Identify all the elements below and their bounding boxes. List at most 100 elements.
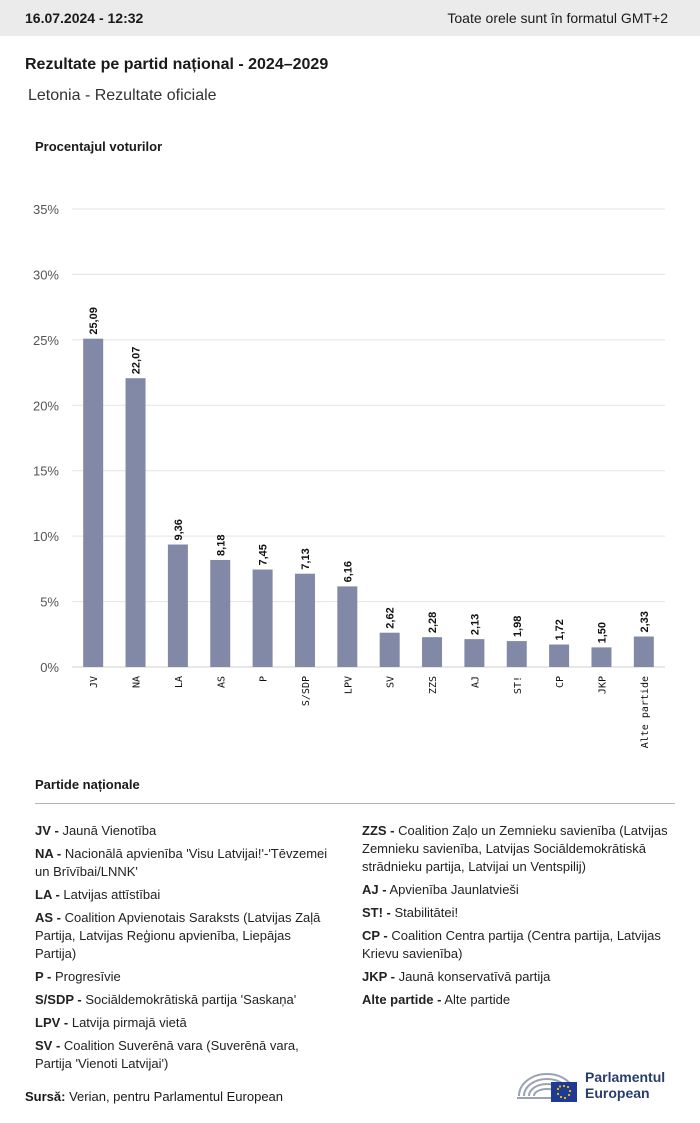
legend-abbr: JV - — [35, 823, 59, 838]
legend-item: JV - Jaunā Vienotība — [35, 822, 335, 840]
bar — [591, 647, 612, 667]
legend-name: Stabilitātei! — [390, 905, 459, 920]
legend-item: AJ - Apvienība Jaunlatvieši — [362, 881, 672, 899]
bar — [379, 632, 400, 667]
data-label: 1,98 — [512, 616, 524, 637]
legend-abbr: P - — [35, 969, 52, 984]
data-label: 7,45 — [258, 544, 270, 565]
logo-line-2: European — [585, 1085, 650, 1101]
data-label: 7,13 — [300, 548, 312, 569]
legend-title: Partide naționale — [35, 777, 140, 792]
legend-abbr: CP - — [362, 928, 388, 943]
timezone-note: Toate orele sunt în formatul GMT+2 — [447, 10, 668, 26]
data-label: 2,28 — [427, 612, 439, 633]
legend-item: LA - Latvijas attīstībai — [35, 886, 335, 904]
y-tick-label: 20% — [33, 398, 59, 413]
bar — [633, 636, 654, 667]
bar-chart: 0% 5% 10% 15% 20% 25% 30% 35% 25,09 JV 22,07 NA 9,36… — [33, 202, 665, 748]
x-tick-label: AS — [216, 676, 227, 688]
legend-name: Coalition Zaļo un Zemnieku savienība (La… — [362, 823, 668, 874]
legend-column-left: JV - Jaunā Vienotība NA - Nacionālā apvie… — [35, 822, 335, 1078]
data-label: 9,36 — [173, 519, 185, 540]
data-label: 1,72 — [554, 619, 566, 640]
bar — [83, 338, 104, 667]
legend-item: S/SDP - Sociāldemokrātiskā partija 'Sask… — [35, 991, 335, 1009]
legend-name: Progresīvie — [51, 969, 121, 984]
legend-item: NA - Nacionālā apvienība 'Visu Latvijai!… — [35, 845, 335, 881]
page-title: Rezultate pe partid național - 2024–2029 — [25, 56, 329, 73]
y-tick-label: 15% — [33, 464, 59, 479]
source-label: Sursă: — [25, 1089, 66, 1104]
bar — [252, 569, 273, 667]
x-tick-label: ST! — [513, 676, 524, 694]
x-tick-label: LA — [174, 676, 185, 688]
source-note: Sursă: Verian, pentru Parlamentul Europe… — [25, 1089, 283, 1104]
page-subtitle: Letonia - Rezultate oficiale — [28, 87, 217, 104]
source-text: Verian, pentru Parlamentul European — [69, 1089, 284, 1104]
legend-name: Alte partide — [441, 992, 511, 1007]
legend-item: AS - Coalition Apvienotais Saraksts (Lat… — [35, 909, 335, 963]
data-label: 2,33 — [639, 611, 651, 632]
x-tick-label: JKP — [597, 676, 608, 694]
y-tick-label: 25% — [33, 333, 59, 348]
legend-name: Coalition Suverēnā vara (Suverēnā vara, … — [35, 1038, 299, 1071]
legend-item: P - Progresīvie — [35, 968, 335, 986]
bar — [167, 544, 188, 667]
legend-abbr: ST! - — [362, 905, 391, 920]
legend-item: JKP - Jaunā konservatīvā partija — [362, 968, 672, 986]
legend-abbr: NA - — [35, 846, 62, 861]
legend-name: Sociāldemokrātiskā partija 'Saskaņa' — [81, 992, 297, 1007]
data-label: 6,16 — [342, 561, 354, 582]
legend-item: Alte partide - Alte partide — [362, 991, 672, 1009]
legend-item: SV - Coalition Suverēnā vara (Suverēnā v… — [35, 1037, 335, 1073]
data-label: 25,09 — [88, 307, 100, 335]
bar — [422, 637, 443, 667]
legend-abbr: S/SDP - — [35, 992, 82, 1007]
data-label: 2,13 — [469, 614, 481, 635]
data-label: 1,50 — [596, 622, 608, 643]
y-axis-label: Procentajul voturilor — [35, 139, 163, 154]
bar — [464, 639, 485, 667]
x-tick-label: SV — [386, 676, 397, 688]
parliament-hemicycle-icon — [517, 1073, 577, 1102]
data-label: 8,18 — [215, 535, 227, 556]
logo-text: Parlamentul European — [585, 1069, 665, 1101]
legend-name: Latvijas attīstībai — [59, 887, 161, 902]
legend-name: Apvienība Jaunlatvieši — [386, 882, 519, 897]
legend-abbr: LA - — [35, 887, 60, 902]
legend-item: CP - Coalition Centra partija (Centra pa… — [362, 927, 672, 963]
x-tick-label: NA — [132, 676, 143, 688]
bar — [506, 641, 527, 667]
top-bar: 16.07.2024 - 12:32 Toate orele sunt în f… — [0, 0, 700, 36]
legend-column-right: ZZS - Coalition Zaļo un Zemnieku savienī… — [362, 822, 672, 1014]
x-tick-label: ZZS — [428, 676, 439, 694]
european-parliament-logo: Parlamentul European — [515, 1065, 680, 1105]
y-tick-label: 5% — [40, 595, 59, 610]
legend-item: ST! - Stabilitātei! — [362, 904, 672, 922]
logo-line-1: Parlamentul — [585, 1069, 666, 1085]
legend-name: Latvija pirmajā vietā — [68, 1015, 187, 1030]
data-label: 22,07 — [131, 347, 143, 375]
legend-name: Jaunā konservatīvā partija — [395, 969, 551, 984]
y-tick-label: 0% — [40, 660, 59, 675]
legend-abbr: Alte partide - — [362, 992, 442, 1007]
y-tick-label: 10% — [33, 529, 59, 544]
bar — [549, 644, 570, 667]
bar — [337, 586, 358, 667]
x-tick-label: CP — [555, 676, 566, 688]
timestamp: 16.07.2024 - 12:32 — [25, 10, 144, 26]
y-tick-label: 30% — [33, 267, 59, 282]
x-tick-label: P — [259, 676, 270, 682]
data-label: 2,62 — [385, 607, 397, 628]
y-tick-label: 35% — [33, 202, 59, 217]
legend-item: ZZS - Coalition Zaļo un Zemnieku savienī… — [362, 822, 672, 876]
x-tick-label: JV — [89, 676, 100, 688]
bar — [294, 573, 315, 667]
legend-divider — [35, 803, 675, 804]
legend-abbr: SV - — [35, 1038, 61, 1053]
legend-name: Jaunā Vienotība — [58, 823, 157, 838]
legend-name: Coalition Apvienotais Saraksts (Latvijas… — [35, 910, 321, 961]
legend-name: Nacionālā apvienība 'Visu Latvijai!'-'Tē… — [35, 846, 328, 879]
x-tick-label: S/SDP — [301, 676, 312, 706]
bar — [210, 559, 231, 667]
